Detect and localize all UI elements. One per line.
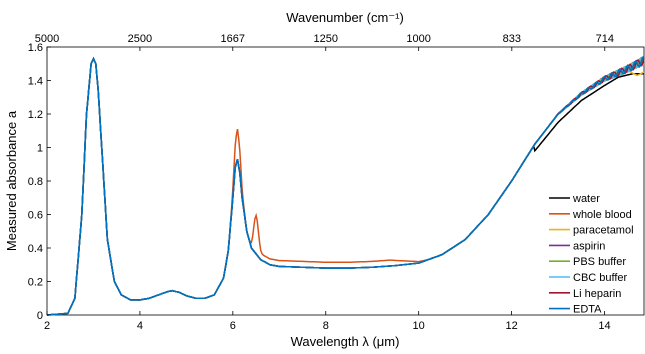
top-tick-label: 833 [503,33,521,45]
x-tick-label: 14 [598,320,610,332]
legend-label: EDTA [573,304,602,316]
legend: water whole blood paracetamol aspirin PBS bu… [549,193,634,316]
x-tick-label: 12 [505,320,517,332]
legend-label: CBC buffer [573,272,628,284]
y-tick-label: 0.6 [28,210,43,222]
y-tick-label: 0.8 [28,176,43,188]
x-tick-label: 4 [137,320,143,332]
top-tick-label: 2500 [128,33,152,45]
top-tick-label: 714 [596,33,614,45]
top-tick-label: 5000 [35,33,59,45]
series-layer [47,56,644,315]
y-axis-label: Measured absorbance a [4,110,19,251]
x-tick-label: 10 [413,320,425,332]
y-tick-label: 1 [37,143,43,155]
top-tick-label: 1000 [406,33,430,45]
x-tick-label: 8 [323,320,329,332]
y-tick-label: 0 [37,310,43,322]
y-tick-label: 0.2 [28,277,43,289]
x-tick-label: 2 [44,320,50,332]
y-tick-label: 1.2 [28,109,43,121]
legend-label: PBS buffer [573,256,626,268]
x-axis-label: Wavelength λ (μm) [291,334,400,349]
bottom-axis: 2 4 6 8 10 12 14 [44,311,611,332]
legend-label: aspirin [573,240,605,252]
y-tick-label: 1.4 [28,76,43,88]
top-tick-label: 1667 [221,33,245,45]
top-axis-label: Wavenumber (cm⁻¹) [286,10,404,25]
series-line-aspirin [47,56,644,315]
top-axis: 5000 2500 1667 1250 1000 833 714 [35,33,614,51]
left-axis: 00.20.40.60.811.21.41.6 [28,42,51,322]
top-tick-label: 1250 [314,33,338,45]
legend-label: Li heparin [573,288,621,300]
y-tick-label: 0.4 [28,243,43,255]
plot-frame [47,47,644,315]
legend-label: paracetamol [573,225,634,237]
x-tick-label: 6 [230,320,236,332]
legend-label: whole blood [572,209,632,221]
legend-label: water [572,193,600,205]
